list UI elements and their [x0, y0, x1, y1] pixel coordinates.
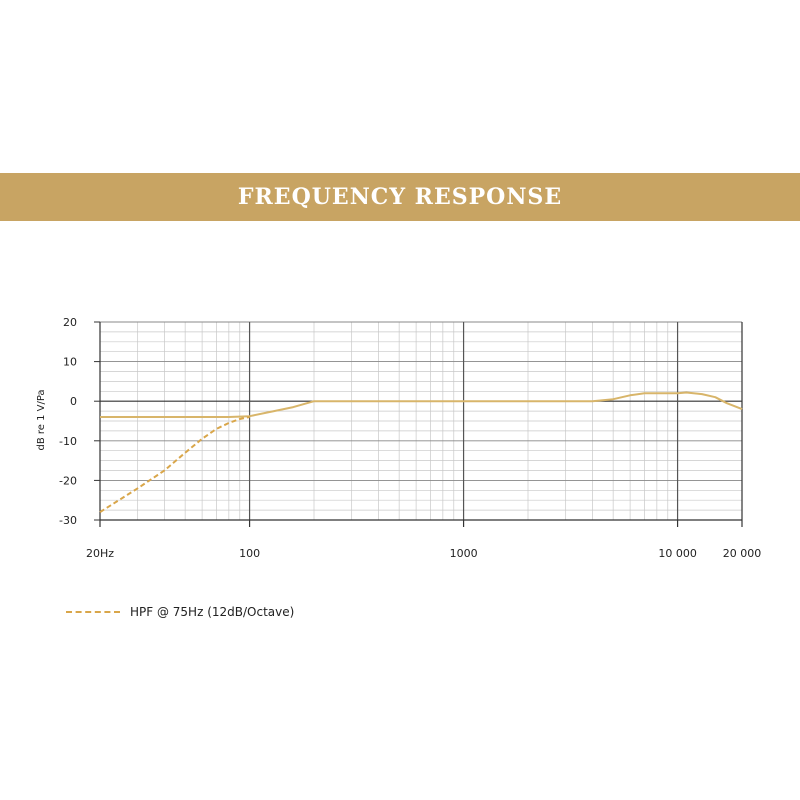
y-tick-label: 0 [70, 395, 77, 408]
y-tick-label: -10 [59, 435, 77, 448]
x-tick-label: 20 000 [723, 547, 762, 560]
x-tick-label: 1000 [450, 547, 478, 560]
y-tick-label: -30 [59, 514, 77, 527]
x-tick-label: 10 000 [658, 547, 697, 560]
y-axis-label: dB re 1 V/Pa [36, 389, 47, 450]
series-layer [99, 391, 743, 513]
legend-swatch-dashed [66, 611, 120, 613]
series-hpf-line [99, 416, 250, 513]
series-response-line [100, 391, 743, 418]
page-title: FREQUENCY RESPONSE [237, 184, 563, 210]
x-tick-label: 20Hz [86, 547, 114, 560]
legend-label: HPF @ 75Hz (12dB/Octave) [130, 605, 295, 619]
title-banner: FREQUENCY RESPONSE [0, 173, 800, 221]
y-tick-label: 20 [63, 316, 77, 329]
grid-minor [99, 321, 743, 521]
y-tick-label: -20 [59, 474, 77, 487]
y-tick-label: 10 [63, 356, 77, 369]
legend: HPF @ 75Hz (12dB/Octave) [66, 602, 294, 622]
x-tick-label: 100 [239, 547, 260, 560]
